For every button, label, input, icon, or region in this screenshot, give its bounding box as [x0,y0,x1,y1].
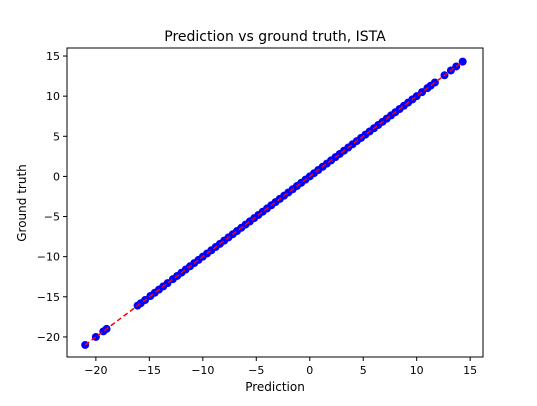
y-tick-label: −20 [37,331,60,344]
y-tick-label: 5 [53,130,60,143]
x-tick-label: 15 [463,364,477,377]
x-axis-ticks: −20 −15 −10 −5 0 5 10 15 [84,357,477,377]
x-tick-label: −15 [138,364,161,377]
x-tick-label: 10 [410,364,424,377]
plot-area: −20 −15 −10 −5 0 5 10 15 −20 −15 −10 −5 0 5 10 15 [37,47,484,377]
y-axis-label: Ground truth [15,164,29,242]
x-tick-label: −5 [248,364,264,377]
x-axis-label: Prediction [245,380,305,394]
y-tick-label: 0 [53,170,60,183]
reference-line [84,61,464,346]
x-tick-label: −20 [84,364,107,377]
chart-title: Prediction vs ground truth, ISTA [164,29,386,45]
y-tick-label: −5 [44,211,60,224]
data-point [458,57,467,66]
x-tick-label: 0 [306,364,313,377]
y-tick-label: 10 [46,90,60,103]
y-tick-label: −10 [37,251,60,264]
y-tick-label: 15 [46,50,60,63]
y-axis-ticks: −20 −15 −10 −5 0 5 10 15 [37,50,67,344]
y-tick-label: −15 [37,291,60,304]
x-tick-label: 5 [360,364,367,377]
x-tick-label: −10 [191,364,214,377]
